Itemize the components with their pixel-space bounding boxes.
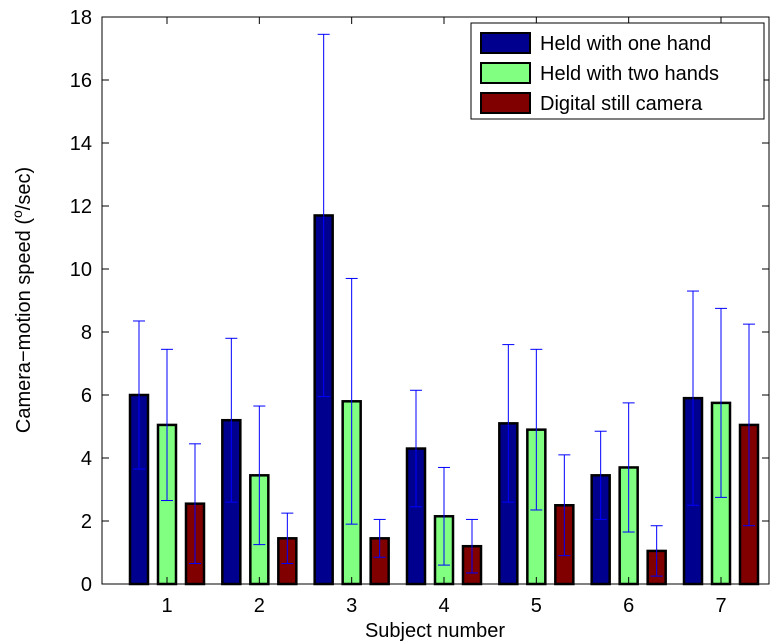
legend: Held with one hand Held with two hands Dig… bbox=[470, 22, 765, 120]
y-tick-label: 0 bbox=[81, 574, 92, 596]
y-tick-label: 4 bbox=[81, 448, 92, 470]
legend-swatch-series-2 bbox=[480, 62, 531, 84]
error-bars-group bbox=[133, 33, 755, 577]
x-tick-label: 2 bbox=[254, 595, 265, 617]
x-tick-label: 1 bbox=[161, 595, 172, 617]
y-tick-label: 10 bbox=[70, 259, 92, 281]
x-tick-label: 4 bbox=[438, 595, 449, 617]
legend-label-series-2: Held with two hands bbox=[540, 63, 719, 85]
y-axis-title: Camera−motion speed (o/sec) bbox=[9, 167, 35, 433]
y-axis-title-end: /sec) bbox=[13, 167, 35, 210]
y-tick-label: 18 bbox=[70, 7, 92, 29]
legend-label-series-1: Held with one hand bbox=[540, 33, 711, 55]
x-tick-label: 7 bbox=[715, 595, 726, 617]
x-tick-label: 5 bbox=[531, 595, 542, 617]
x-axis: 1 2 3 4 5 6 7 bbox=[161, 17, 727, 617]
y-axis-title-main: Camera−motion speed ( bbox=[13, 218, 35, 433]
y-tick-label: 2 bbox=[81, 511, 92, 533]
y-tick-label: 16 bbox=[70, 70, 92, 92]
x-axis-title: Subject number bbox=[365, 620, 505, 642]
x-tick-label: 6 bbox=[623, 595, 634, 617]
plot-frame bbox=[101, 16, 770, 585]
x-tick-label: 3 bbox=[346, 595, 357, 617]
legend-swatch-series-1 bbox=[480, 32, 531, 54]
y-tick-label: 12 bbox=[70, 196, 92, 218]
legend-label-series-3: Digital still camera bbox=[540, 93, 703, 115]
y-tick-label: 8 bbox=[81, 322, 92, 344]
y-tick-label: 6 bbox=[81, 385, 92, 407]
y-tick-label: 14 bbox=[70, 133, 92, 155]
y-axis-title-superscript: o bbox=[9, 210, 25, 218]
y-axis: 0 2 4 6 8 10 12 14 16 18 bbox=[70, 7, 769, 596]
legend-swatch-series-3 bbox=[480, 92, 531, 114]
